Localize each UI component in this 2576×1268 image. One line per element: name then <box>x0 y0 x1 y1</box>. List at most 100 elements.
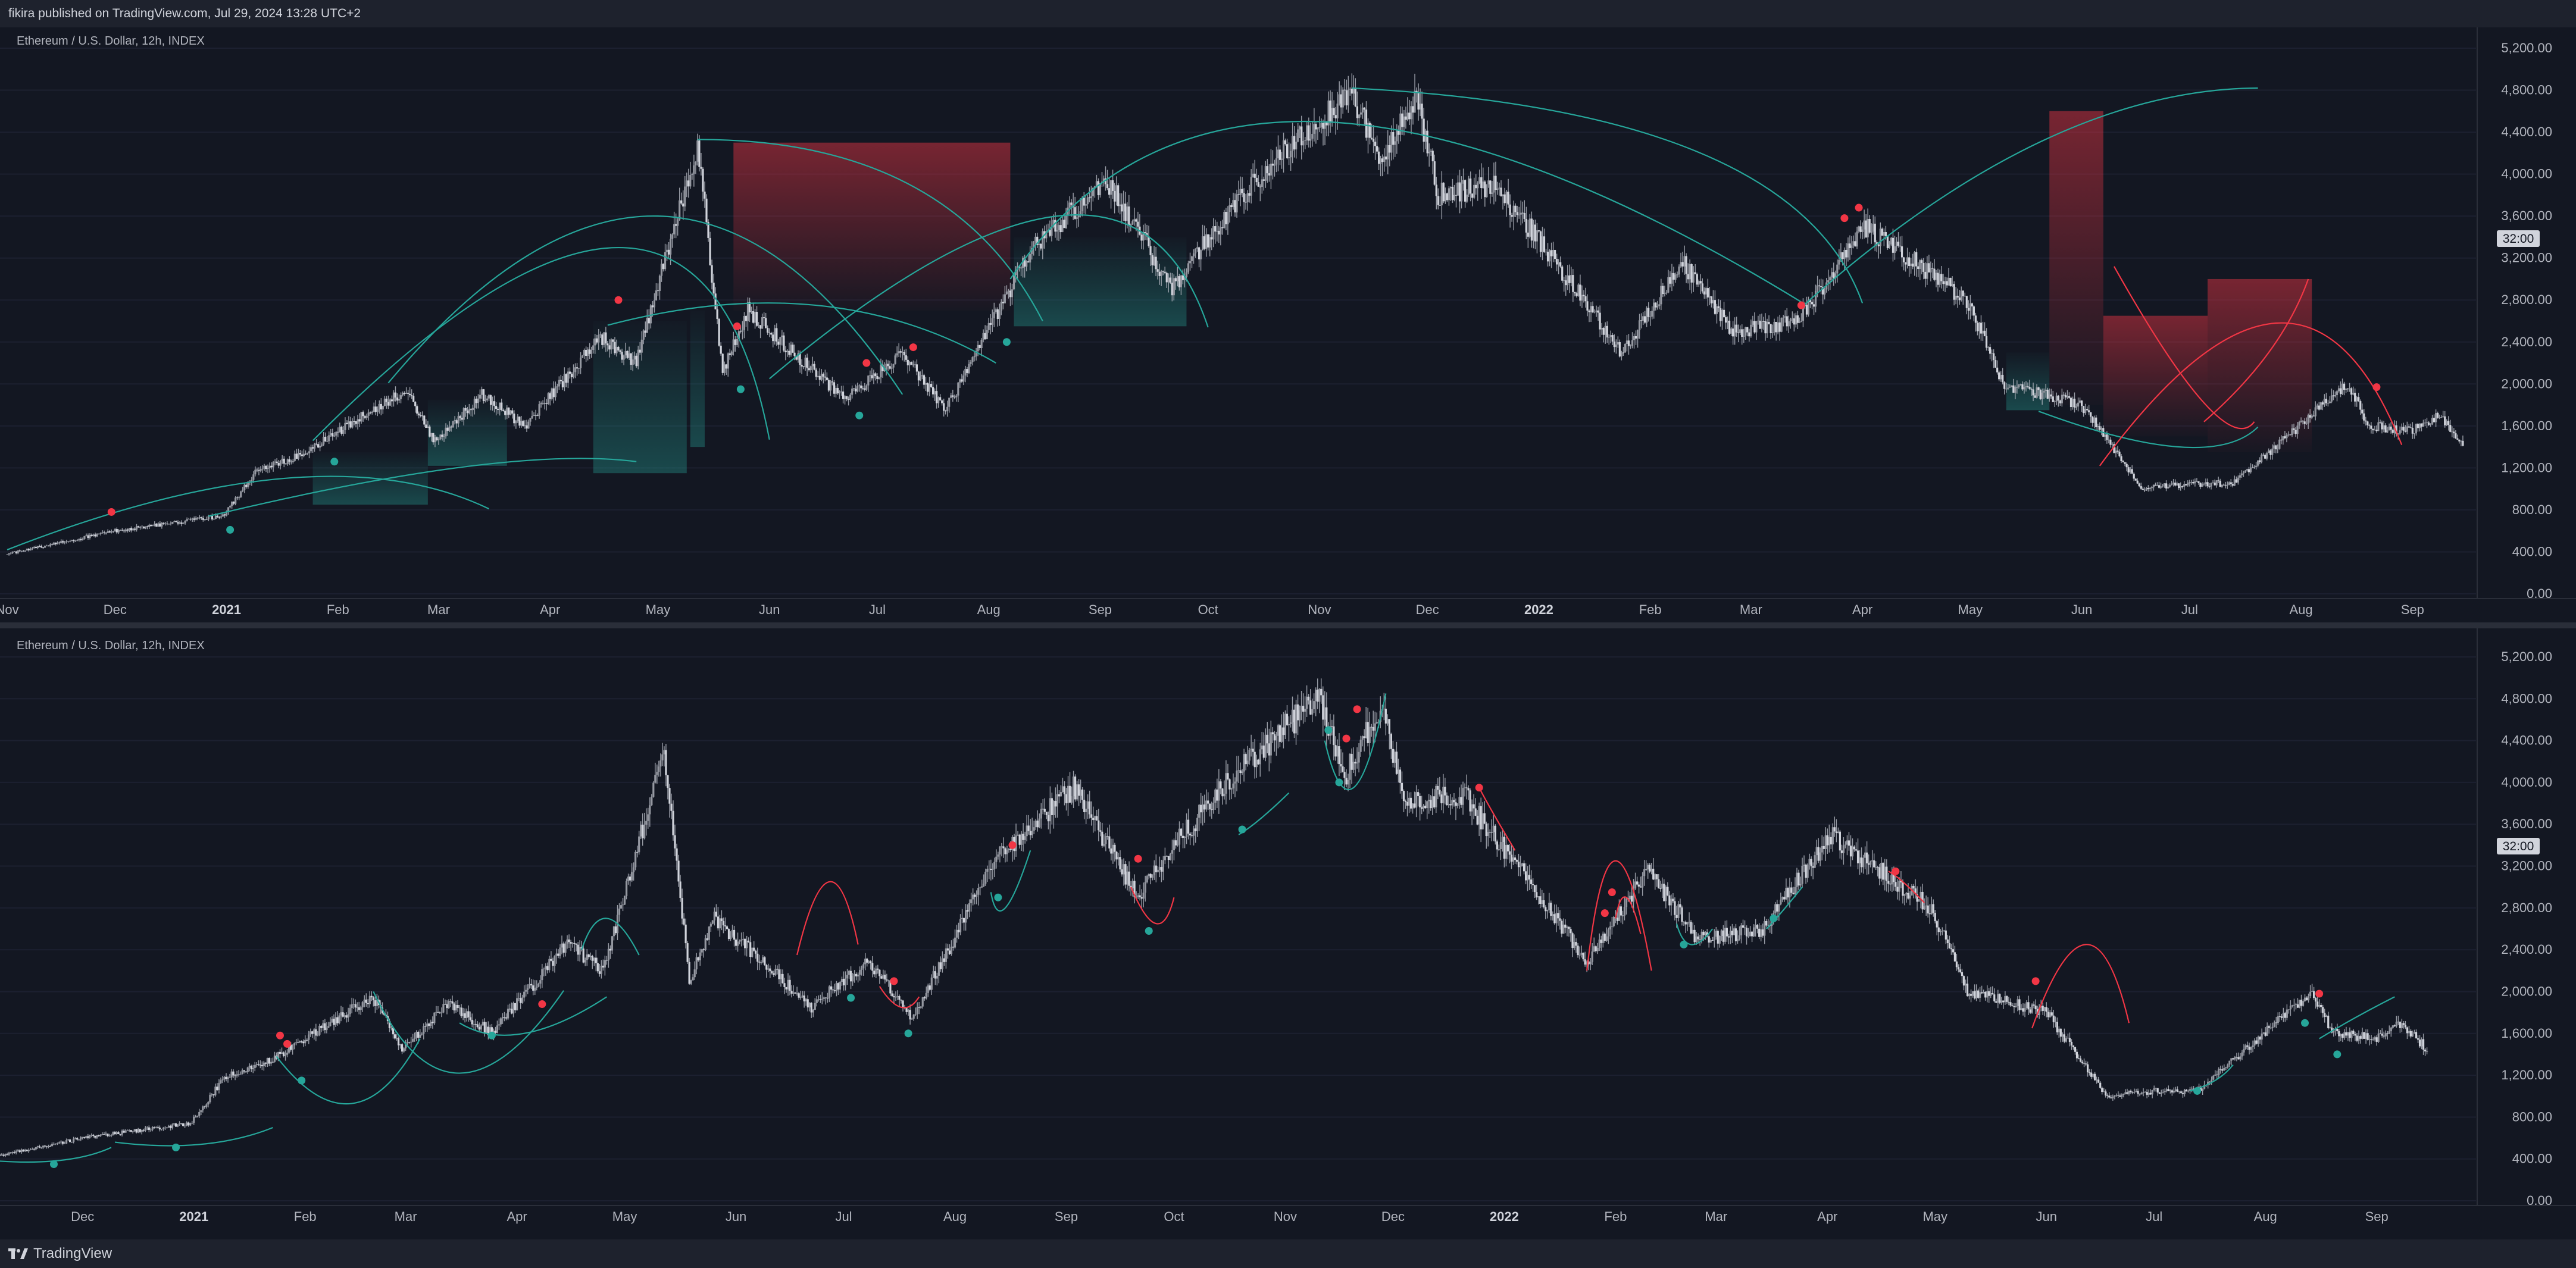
candle-body <box>1001 846 1003 847</box>
time-tick-label: Jun <box>759 602 780 617</box>
candle-body <box>1868 219 1871 233</box>
candle-body <box>1659 888 1662 889</box>
price-chart-bottom[interactable]: 0.00400.00800.001,200.001,600.002,000.00… <box>0 628 2576 1239</box>
candle-body <box>1858 226 1860 232</box>
candle-body <box>1687 274 1689 280</box>
candle-body <box>1325 121 1328 126</box>
candle-body <box>982 333 984 340</box>
candle-body <box>943 958 946 962</box>
candle-body <box>80 538 82 540</box>
candle-body <box>774 969 777 975</box>
candle-body <box>348 421 350 424</box>
candle-body <box>1669 277 1671 284</box>
candle-body <box>24 550 26 552</box>
candle-body <box>1695 936 1697 943</box>
time-tick-label: Mar <box>427 602 450 617</box>
candle-body <box>561 943 563 948</box>
price-tick-label: 4,800.00 <box>2501 83 2552 98</box>
candle-body <box>128 528 131 531</box>
candle-body <box>1040 809 1042 819</box>
candle-body <box>523 991 526 998</box>
candle-body <box>1181 835 1184 838</box>
candle-body <box>1819 852 1821 861</box>
candle-body <box>255 1064 258 1066</box>
candle-body <box>51 1144 54 1147</box>
candle-body <box>640 824 642 837</box>
candle-body <box>993 862 996 869</box>
candle-body <box>1232 783 1234 789</box>
candle-body <box>1536 230 1539 242</box>
candle-body <box>1284 713 1287 735</box>
candle-body <box>1712 300 1715 303</box>
candle-body <box>347 1014 349 1018</box>
candle-body <box>952 946 955 948</box>
candle-body <box>1847 243 1849 258</box>
candle-body <box>1732 328 1734 337</box>
candle-body <box>343 1015 346 1017</box>
candle-body <box>817 999 820 1000</box>
candle-body <box>1662 286 1664 295</box>
candle-body <box>2019 384 2022 385</box>
candle-body <box>1398 130 1400 135</box>
candle-body <box>828 986 830 998</box>
candle-body <box>867 375 870 386</box>
candle-body <box>1715 306 1718 314</box>
candle-body <box>76 540 79 541</box>
candle-body <box>751 947 754 957</box>
candle-body <box>424 1026 427 1027</box>
candle-body <box>1985 336 1988 348</box>
candle-body <box>2278 439 2281 449</box>
candle-body <box>743 316 746 330</box>
candle-body <box>313 443 316 449</box>
candle-body <box>803 995 805 1001</box>
candle-body <box>1455 195 1458 196</box>
time-tick-label: Nov <box>1308 602 1331 617</box>
candle-body <box>256 469 258 471</box>
candle-body <box>705 198 708 223</box>
candle-body <box>1359 740 1362 752</box>
candle-body <box>31 1148 33 1150</box>
candle-body <box>477 398 480 403</box>
candle-body <box>1663 884 1665 901</box>
candle-body <box>1653 302 1655 311</box>
candle-body <box>277 463 280 466</box>
candle-body <box>2138 483 2140 487</box>
candle-body <box>611 936 614 951</box>
candle-body <box>1849 846 1852 857</box>
candle-body <box>458 1007 461 1009</box>
candle-body <box>1656 306 1659 308</box>
candle-body <box>462 1013 464 1016</box>
candle-body <box>2294 430 2297 434</box>
candle-body <box>2062 395 2065 396</box>
candle-body <box>1234 200 1236 212</box>
candle-body <box>1910 263 1912 267</box>
candle-body <box>637 349 639 367</box>
candle-body <box>1151 875 1153 878</box>
shaded-band-teal <box>1014 237 1187 327</box>
chart-pane-top[interactable]: 0.00 400.00 800.00 1,200.00 1,600.00 2,000.00… <box>0 27 2576 622</box>
candle-body <box>629 876 632 881</box>
candle-body <box>315 1029 317 1036</box>
candle-body <box>874 373 877 377</box>
candle-body <box>1891 871 1893 885</box>
candle-body <box>362 412 364 417</box>
candle-body <box>1140 234 1143 241</box>
candle-body <box>2363 413 2365 421</box>
candle-body <box>40 1147 42 1148</box>
candle-body <box>2379 422 2381 423</box>
candle-body <box>1059 225 1062 233</box>
candle-body <box>687 180 690 187</box>
candle-body <box>1309 700 1312 715</box>
candle-body <box>1745 327 1747 336</box>
candle-body <box>1368 123 1371 138</box>
candle-body <box>1324 707 1326 720</box>
candle-body <box>2084 409 2087 414</box>
price-chart-top[interactable]: 0.00400.00800.001,200.001,600.002,000.00… <box>0 27 2576 622</box>
candle-body <box>2449 425 2452 432</box>
chart-pane-bottom[interactable]: 0.00 400.00 800.00 1,200.00 1,600.00 2,000.00… <box>0 628 2576 1239</box>
candle-body <box>114 1132 116 1134</box>
candle-body <box>536 987 538 988</box>
candle-body <box>1886 866 1888 881</box>
candle-body <box>1056 230 1058 232</box>
pane-separator[interactable] <box>0 622 2576 628</box>
